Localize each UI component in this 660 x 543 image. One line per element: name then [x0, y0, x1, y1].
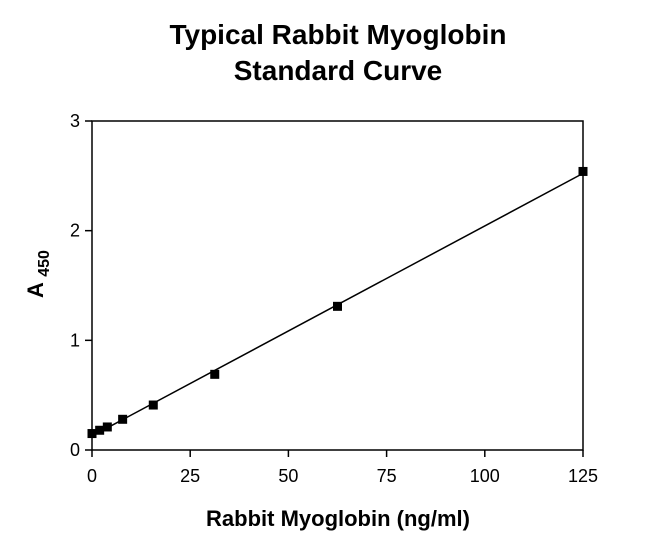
- plot-area: 0 1 2 3 0 25 50 75 100 125: [70, 111, 598, 486]
- y-tick-label-3: 3: [70, 111, 80, 131]
- data-point-7: [578, 166, 588, 176]
- y-axis-label-subscript: 450: [36, 250, 53, 277]
- x-tick-label-5: 125: [568, 466, 598, 486]
- data-point-0: [87, 429, 97, 439]
- x-tick-label-1: 25: [180, 466, 200, 486]
- data-point-1: [95, 425, 105, 435]
- y-axis-label-main: A: [23, 282, 48, 298]
- plot-frame: [91, 120, 584, 451]
- data-point-3: [118, 414, 128, 424]
- y-tick-label-0: 0: [70, 440, 80, 460]
- chart-title-line-1: Typical Rabbit Myoglobin: [169, 19, 506, 50]
- y-tick-label-1: 1: [70, 330, 80, 350]
- x-tick-label-2: 50: [278, 466, 298, 486]
- data-point-5: [210, 369, 220, 379]
- y-axis-label: A 450: [23, 250, 53, 298]
- data-point-6: [333, 301, 342, 311]
- data-point-4: [148, 400, 158, 410]
- x-tick-label-3: 75: [377, 466, 397, 486]
- x-axis-label: Rabbit Myoglobin (ng/ml): [206, 506, 470, 531]
- x-tick-label-4: 100: [470, 466, 500, 486]
- x-tick-label-0: 0: [87, 466, 97, 486]
- data-point-2: [102, 422, 112, 432]
- chart-title-line-2: Standard Curve: [234, 55, 443, 86]
- y-tick-label-2: 2: [70, 221, 80, 241]
